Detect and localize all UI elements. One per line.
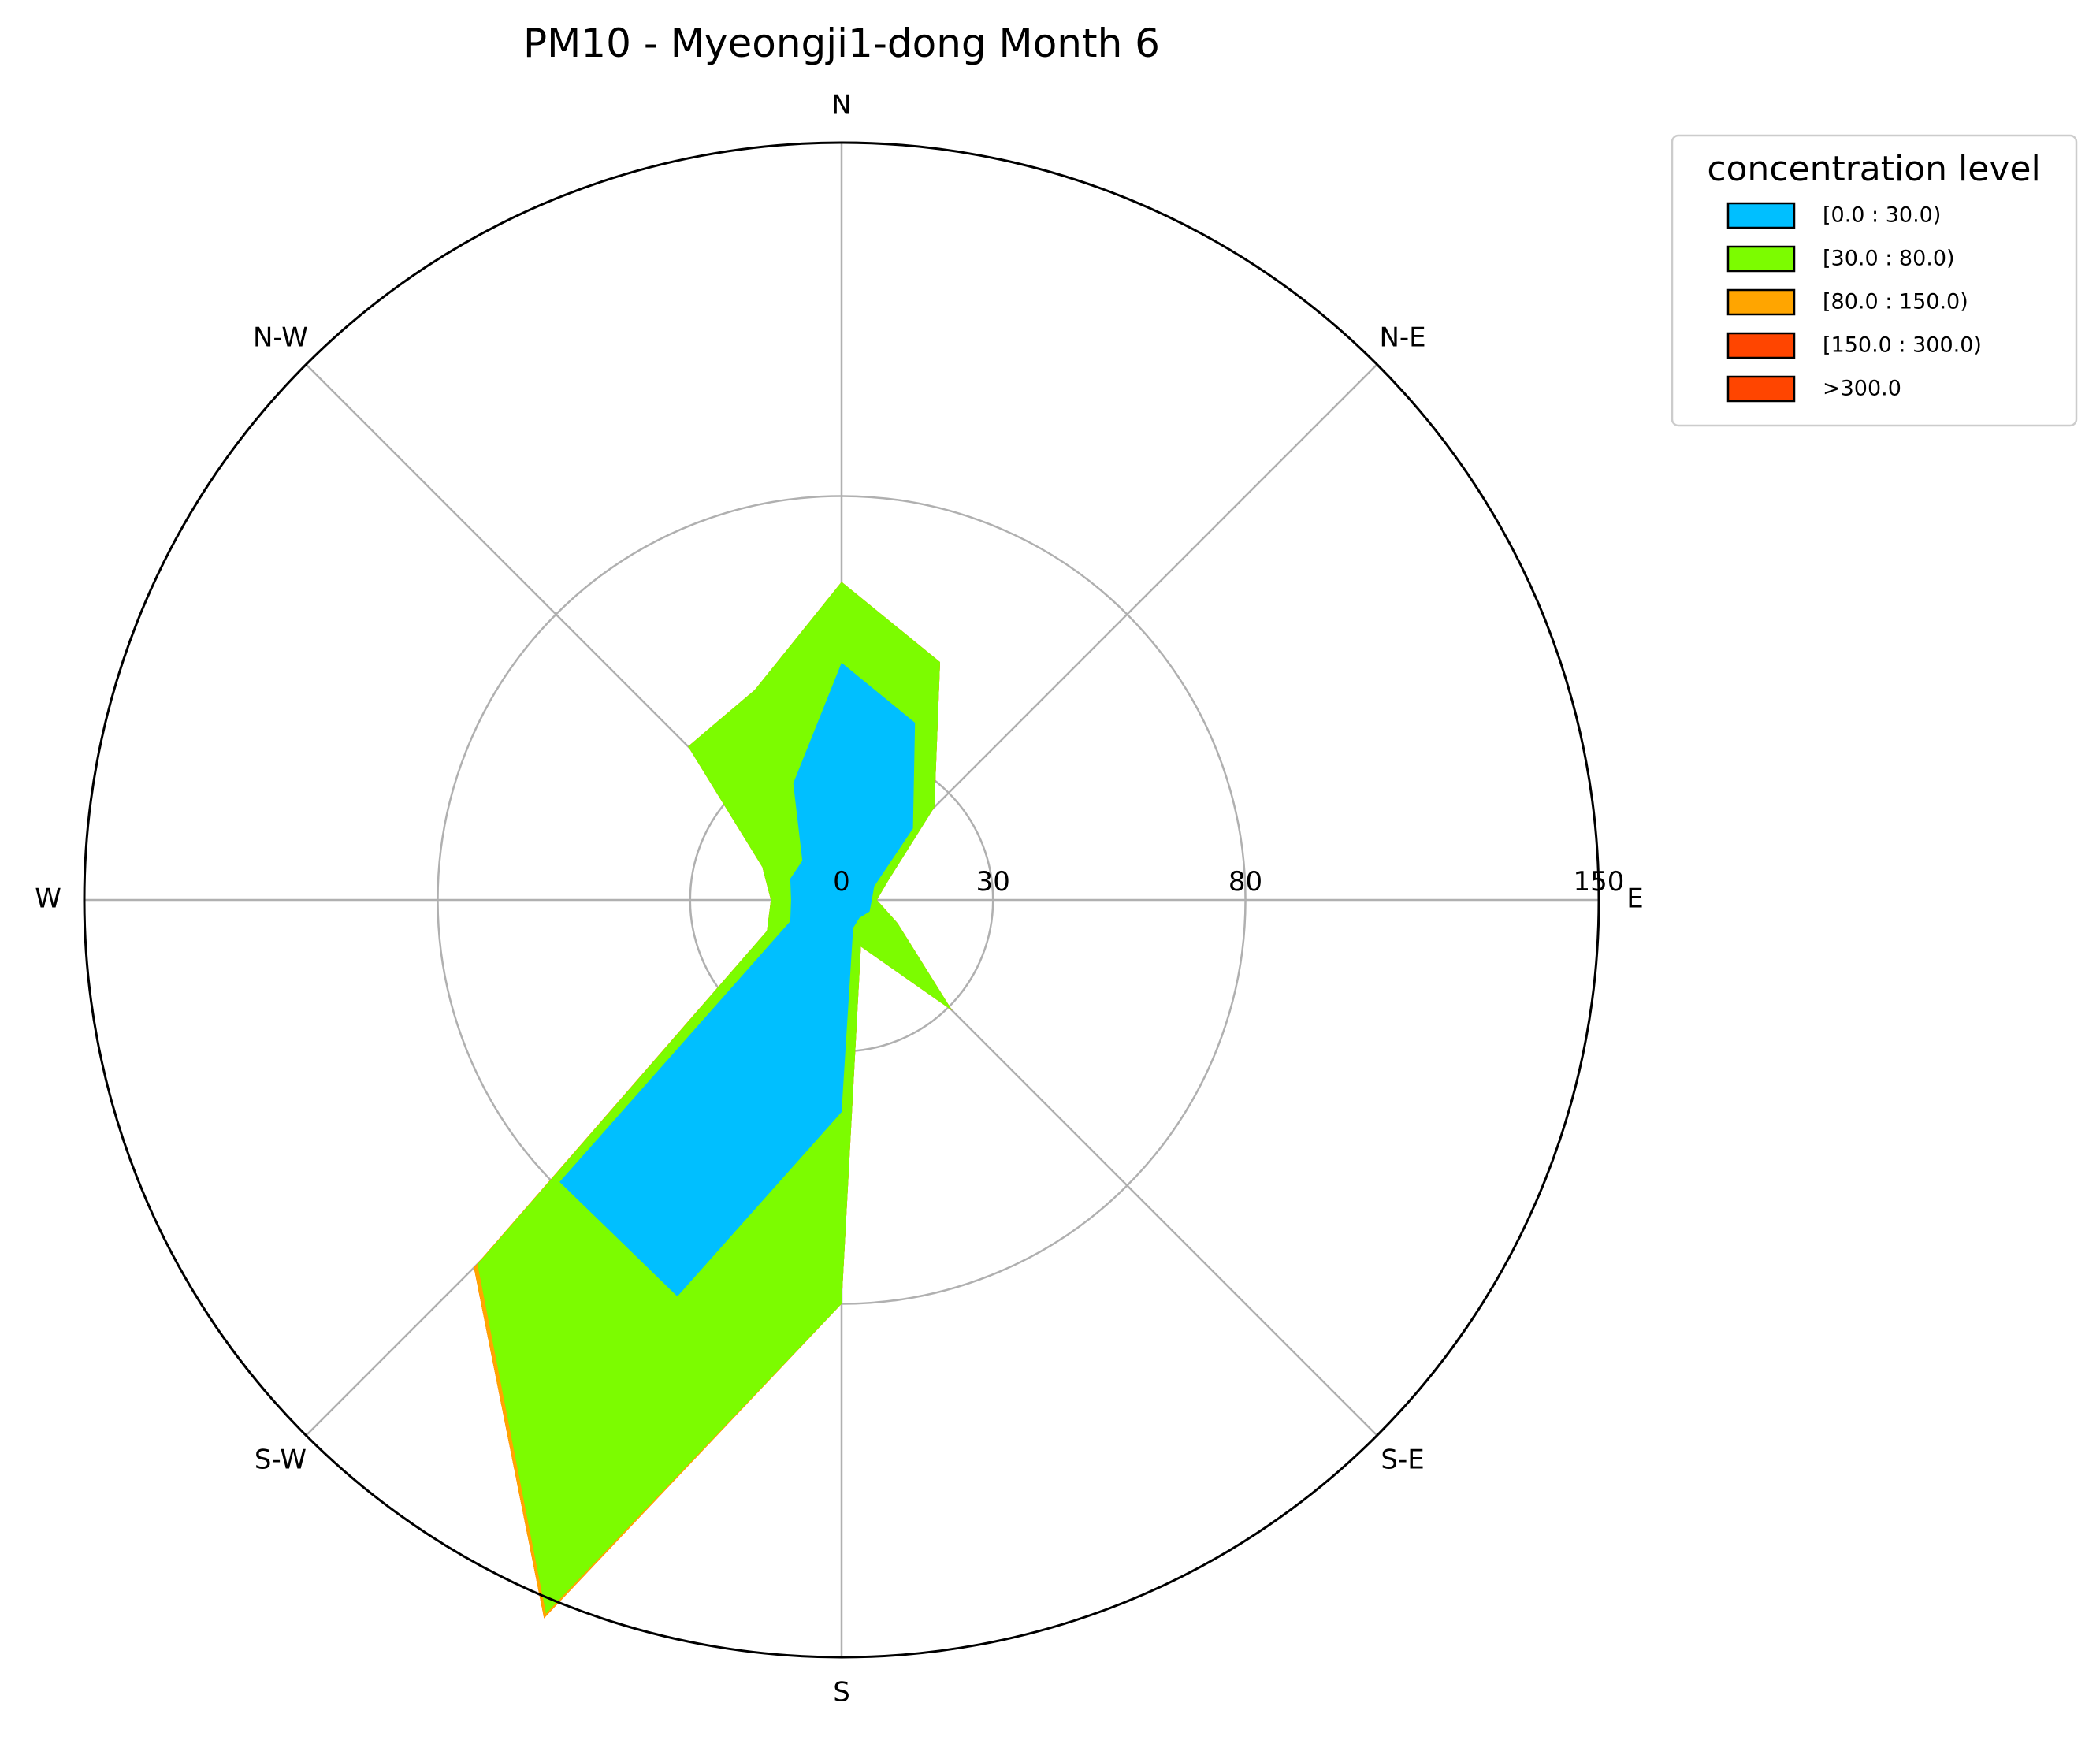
axis-labels: N N-E E S-E S S-W W N-W 0 30 80 150 <box>35 90 1644 1708</box>
legend-swatch <box>1726 375 1796 403</box>
direction-label-e: E <box>1626 883 1643 915</box>
direction-label-n-e: N-E <box>1379 322 1425 353</box>
radial-tick-label: 80 <box>1228 866 1262 898</box>
legend-entry-label: [150.0 : 300.0) <box>1823 333 1982 358</box>
direction-label-s: S <box>833 1677 850 1708</box>
legend-swatch <box>1726 245 1796 273</box>
radial-tick-label: 30 <box>976 866 1010 898</box>
radial-tick-label: 150 <box>1574 866 1625 898</box>
legend: concentration level [0.0 : 30.0) [30.0 : … <box>1671 134 2078 427</box>
concentration-areas <box>83 141 1600 1659</box>
legend-entry-label: [80.0 : 150.0) <box>1823 290 1968 314</box>
legend-title: concentration level <box>1707 149 2040 189</box>
direction-label-n: N <box>831 90 851 121</box>
direction-label-w: W <box>35 883 61 915</box>
legend-entry-label: >300.0 <box>1823 377 1901 401</box>
chart-title: PM10 - Myeongji1-dong Month 6 <box>523 20 1160 66</box>
legend-swatch <box>1726 288 1796 316</box>
direction-label-s-e: S-E <box>1381 1444 1424 1476</box>
area-series-1 <box>559 662 916 1297</box>
legend-entry-label: [30.0 : 80.0) <box>1823 247 1955 271</box>
outer-circle <box>83 141 1600 1659</box>
legend-entry-label: [0.0 : 30.0) <box>1823 203 1941 228</box>
radial-tick-label: 0 <box>833 866 850 898</box>
direction-label-s-w: S-W <box>255 1444 307 1476</box>
direction-label-n-w: N-W <box>253 322 308 353</box>
legend-swatch <box>1726 332 1796 359</box>
legend-swatch <box>1726 202 1796 229</box>
